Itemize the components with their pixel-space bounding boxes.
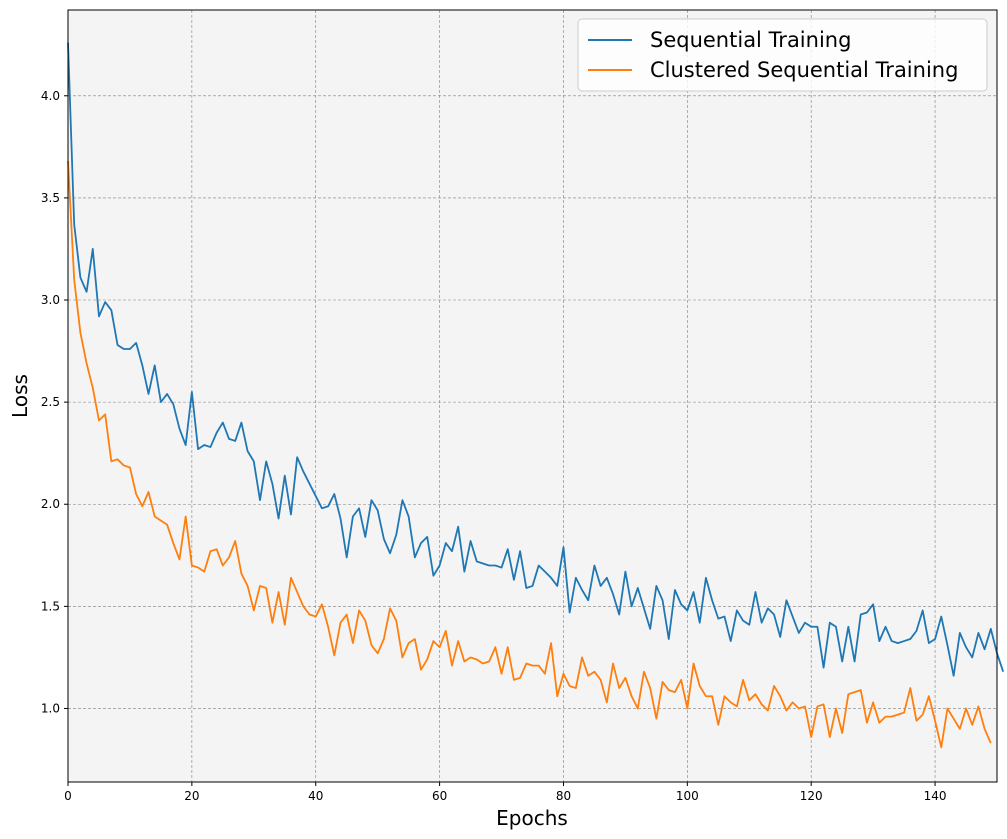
series-line-clustered: [67, 161, 992, 749]
y-tick-label: 2.5: [41, 395, 60, 409]
x-tick-label: 80: [556, 789, 571, 803]
axis-ticks: 0 20 40 60 80 100 120 140 1.0 1.5 2.0 2.5 3.0 3.5 4.0: [41, 89, 947, 803]
legend-label-clustered: Clustered Sequential Training: [650, 58, 958, 82]
series-lines: [67, 42, 1005, 749]
y-tick-label: 2.0: [41, 497, 60, 511]
y-tick-label: 1.0: [41, 701, 60, 715]
legend-box: [577, 18, 988, 92]
y-tick-label: 3.0: [41, 293, 60, 307]
x-tick-label: 40: [308, 789, 323, 803]
x-tick-label: 140: [924, 789, 947, 803]
y-axis-label: Loss: [8, 374, 32, 418]
x-tick-label: 120: [800, 789, 823, 803]
series-line-sequential: [67, 42, 1005, 677]
y-tick-label: 1.5: [41, 599, 60, 613]
y-tick-label: 3.5: [41, 191, 60, 205]
x-axis-label: Epochs: [496, 806, 568, 830]
plot-background: [68, 10, 997, 782]
y-tick-label: 4.0: [41, 89, 60, 103]
legend: Sequential Training Clustered Sequential…: [577, 18, 988, 92]
x-tick-label: 0: [64, 789, 72, 803]
plot-frame: [67, 9, 998, 783]
x-tick-label: 100: [676, 789, 699, 803]
x-tick-label: 60: [432, 789, 447, 803]
x-tick-label: 20: [184, 789, 199, 803]
legend-label-sequential: Sequential Training: [650, 28, 851, 52]
